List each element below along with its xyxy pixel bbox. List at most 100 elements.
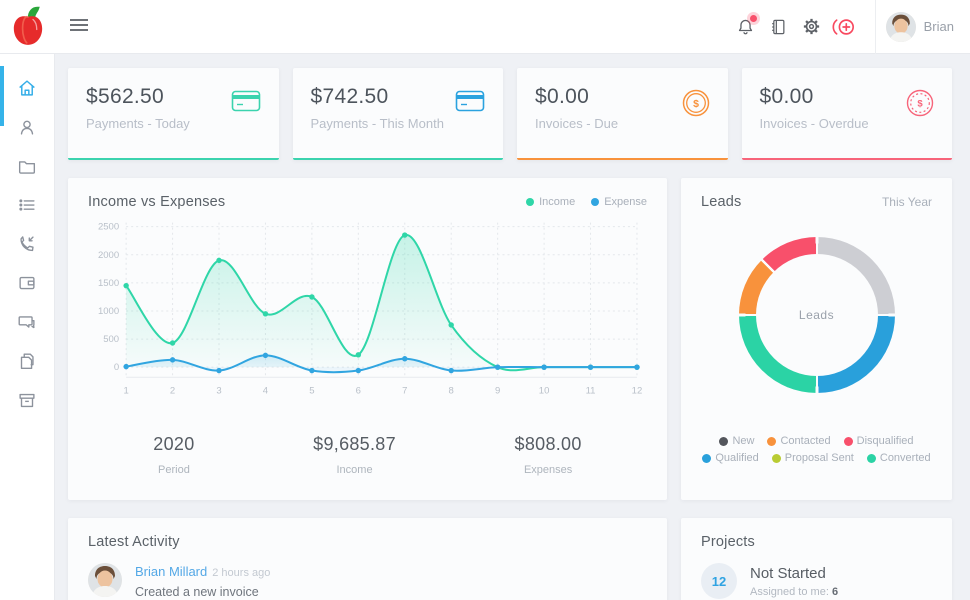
svg-text:10: 10	[539, 385, 550, 396]
legend-dot	[866, 453, 876, 463]
assigned-count: 6	[831, 585, 839, 598]
latest-activity-card: Latest Activity Brian Millard 2 hours ago…	[68, 518, 667, 600]
svg-text:0: 0	[114, 362, 119, 373]
quick-add-icon	[832, 18, 855, 35]
book-icon	[772, 19, 785, 34]
notifications-button[interactable]	[729, 0, 762, 54]
legend-item-proposal-sent[interactable]: Proposal Sent	[771, 452, 854, 464]
svg-text:1: 1	[123, 385, 128, 396]
coin-icon: $	[682, 89, 709, 117]
credit-card-icon	[455, 90, 485, 112]
stat-card-invoices-due[interactable]: $0.00 Invoices - Due $	[517, 68, 728, 160]
summary-period-label: Period	[158, 464, 190, 476]
pepper-logo-icon	[13, 6, 42, 45]
summary-income: $9,685.87 Income	[313, 434, 396, 476]
stat-value: $0.00	[759, 85, 814, 108]
chart-title: Income vs Expenses	[88, 194, 226, 210]
legend-dot	[526, 198, 535, 206]
legend-dot	[702, 453, 712, 463]
legend-dot	[771, 453, 781, 463]
projects-card: Projects 12 Not Started Assigned to me: …	[681, 518, 952, 600]
menu-toggle-button[interactable]	[64, 12, 94, 41]
stat-label: Invoices - Due	[535, 116, 619, 131]
brand-logo[interactable]	[0, 0, 55, 54]
legend-item-income[interactable]: Income	[526, 196, 575, 208]
stat-label: Payments - This Month	[310, 116, 444, 131]
gear-icon	[803, 18, 819, 35]
summary-period: 2020 Period	[153, 434, 194, 476]
legend-dot	[719, 436, 729, 446]
project-status-item[interactable]: 12 Not Started Assigned to me: 6	[701, 563, 932, 599]
legend-item-new[interactable]: New	[719, 435, 754, 447]
svg-text:9: 9	[495, 385, 500, 396]
sidebar-item-payments[interactable]	[0, 263, 54, 302]
activity-title: Latest Activity	[88, 534, 180, 550]
svg-text:12: 12	[632, 385, 643, 396]
activity-user-link[interactable]: Brian Millard	[135, 564, 208, 579]
stat-value: $562.50	[86, 85, 165, 108]
user-menu[interactable]: Brian	[885, 11, 970, 42]
avatar	[885, 11, 916, 42]
summary-expenses-value: $808.00	[514, 434, 582, 454]
summary-income-value: $9,685.87	[313, 434, 396, 454]
stat-card-invoices-overdue[interactable]: $0.00 Invoices - Overdue $	[741, 68, 952, 160]
sidebar-item-messages[interactable]	[0, 302, 54, 341]
svg-text:4: 4	[263, 385, 269, 396]
sidebar-item-calls[interactable]	[0, 224, 54, 263]
legend-dot	[767, 436, 777, 446]
svg-text:11: 11	[586, 385, 596, 396]
stat-value: $0.00	[535, 85, 590, 108]
phone-icon	[20, 235, 34, 251]
svg-text:5: 5	[309, 385, 314, 396]
sidebar	[0, 54, 55, 600]
stat-card-payments-month[interactable]: $742.50 Payments - This Month	[292, 68, 503, 160]
svg-text:2500: 2500	[98, 222, 119, 233]
settings-button[interactable]	[795, 0, 828, 54]
legend-item-expense[interactable]: Expense	[591, 196, 647, 208]
svg-text:8: 8	[449, 385, 454, 396]
svg-text:$: $	[693, 98, 699, 110]
leads-card: Leads This Year Leads New Contacted Disqua…	[681, 178, 952, 500]
chart-summary: 2020 Period $9,685.87 Income $808.00 Exp…	[88, 426, 647, 476]
wallet-icon	[19, 276, 35, 289]
legend-item-disqualified[interactable]: Disqualified	[843, 435, 914, 447]
home-icon	[19, 79, 35, 96]
quick-add-button[interactable]	[828, 0, 861, 54]
leads-title: Leads	[701, 194, 742, 210]
sidebar-item-lists[interactable]	[0, 185, 54, 224]
leads-donut-chart[interactable]: Leads	[738, 237, 895, 393]
leads-period-selector[interactable]: This Year	[881, 195, 932, 209]
svg-text:500: 500	[103, 334, 119, 345]
sidebar-item-dashboard[interactable]	[0, 68, 54, 107]
summary-expenses: $808.00 Expenses	[515, 434, 582, 476]
summary-period-value: 2020	[153, 434, 195, 454]
menu-icon	[70, 19, 88, 31]
donut-center-label: Leads	[798, 308, 835, 322]
sidebar-item-documents[interactable]	[0, 341, 54, 380]
sidebar-item-contacts[interactable]	[0, 107, 54, 146]
legend-item-qualified[interactable]: Qualified	[702, 452, 759, 464]
svg-text:2000: 2000	[98, 250, 119, 261]
contacts-book-button[interactable]	[762, 0, 795, 54]
stat-card-payments-today[interactable]: $562.50 Payments - Today	[68, 68, 279, 160]
contacts-icon	[20, 120, 34, 135]
active-nav-indicator	[0, 66, 4, 126]
sidebar-item-folders[interactable]	[0, 146, 54, 185]
sidebar-item-archive[interactable]	[0, 380, 54, 419]
projects-title: Projects	[701, 534, 755, 550]
archive-icon	[19, 393, 35, 407]
leads-legend-row: New Contacted Disqualified	[701, 435, 932, 447]
svg-text:7: 7	[402, 385, 407, 396]
stat-label: Payments - Today	[86, 116, 190, 131]
leads-legend-row: Qualified Proposal Sent Converted	[701, 452, 932, 464]
stat-value: $742.50	[310, 85, 389, 108]
main-content: $562.50 Payments - Today $742.50 Payment…	[55, 54, 970, 600]
activity-item[interactable]: Brian Millard 2 hours ago Created a new i…	[88, 563, 647, 599]
svg-text:2: 2	[170, 385, 175, 396]
avatar	[88, 563, 122, 597]
stat-label: Invoices - Overdue	[759, 116, 869, 131]
legend-item-contacted[interactable]: Contacted	[767, 435, 831, 447]
legend-item-converted[interactable]: Converted	[866, 452, 931, 464]
